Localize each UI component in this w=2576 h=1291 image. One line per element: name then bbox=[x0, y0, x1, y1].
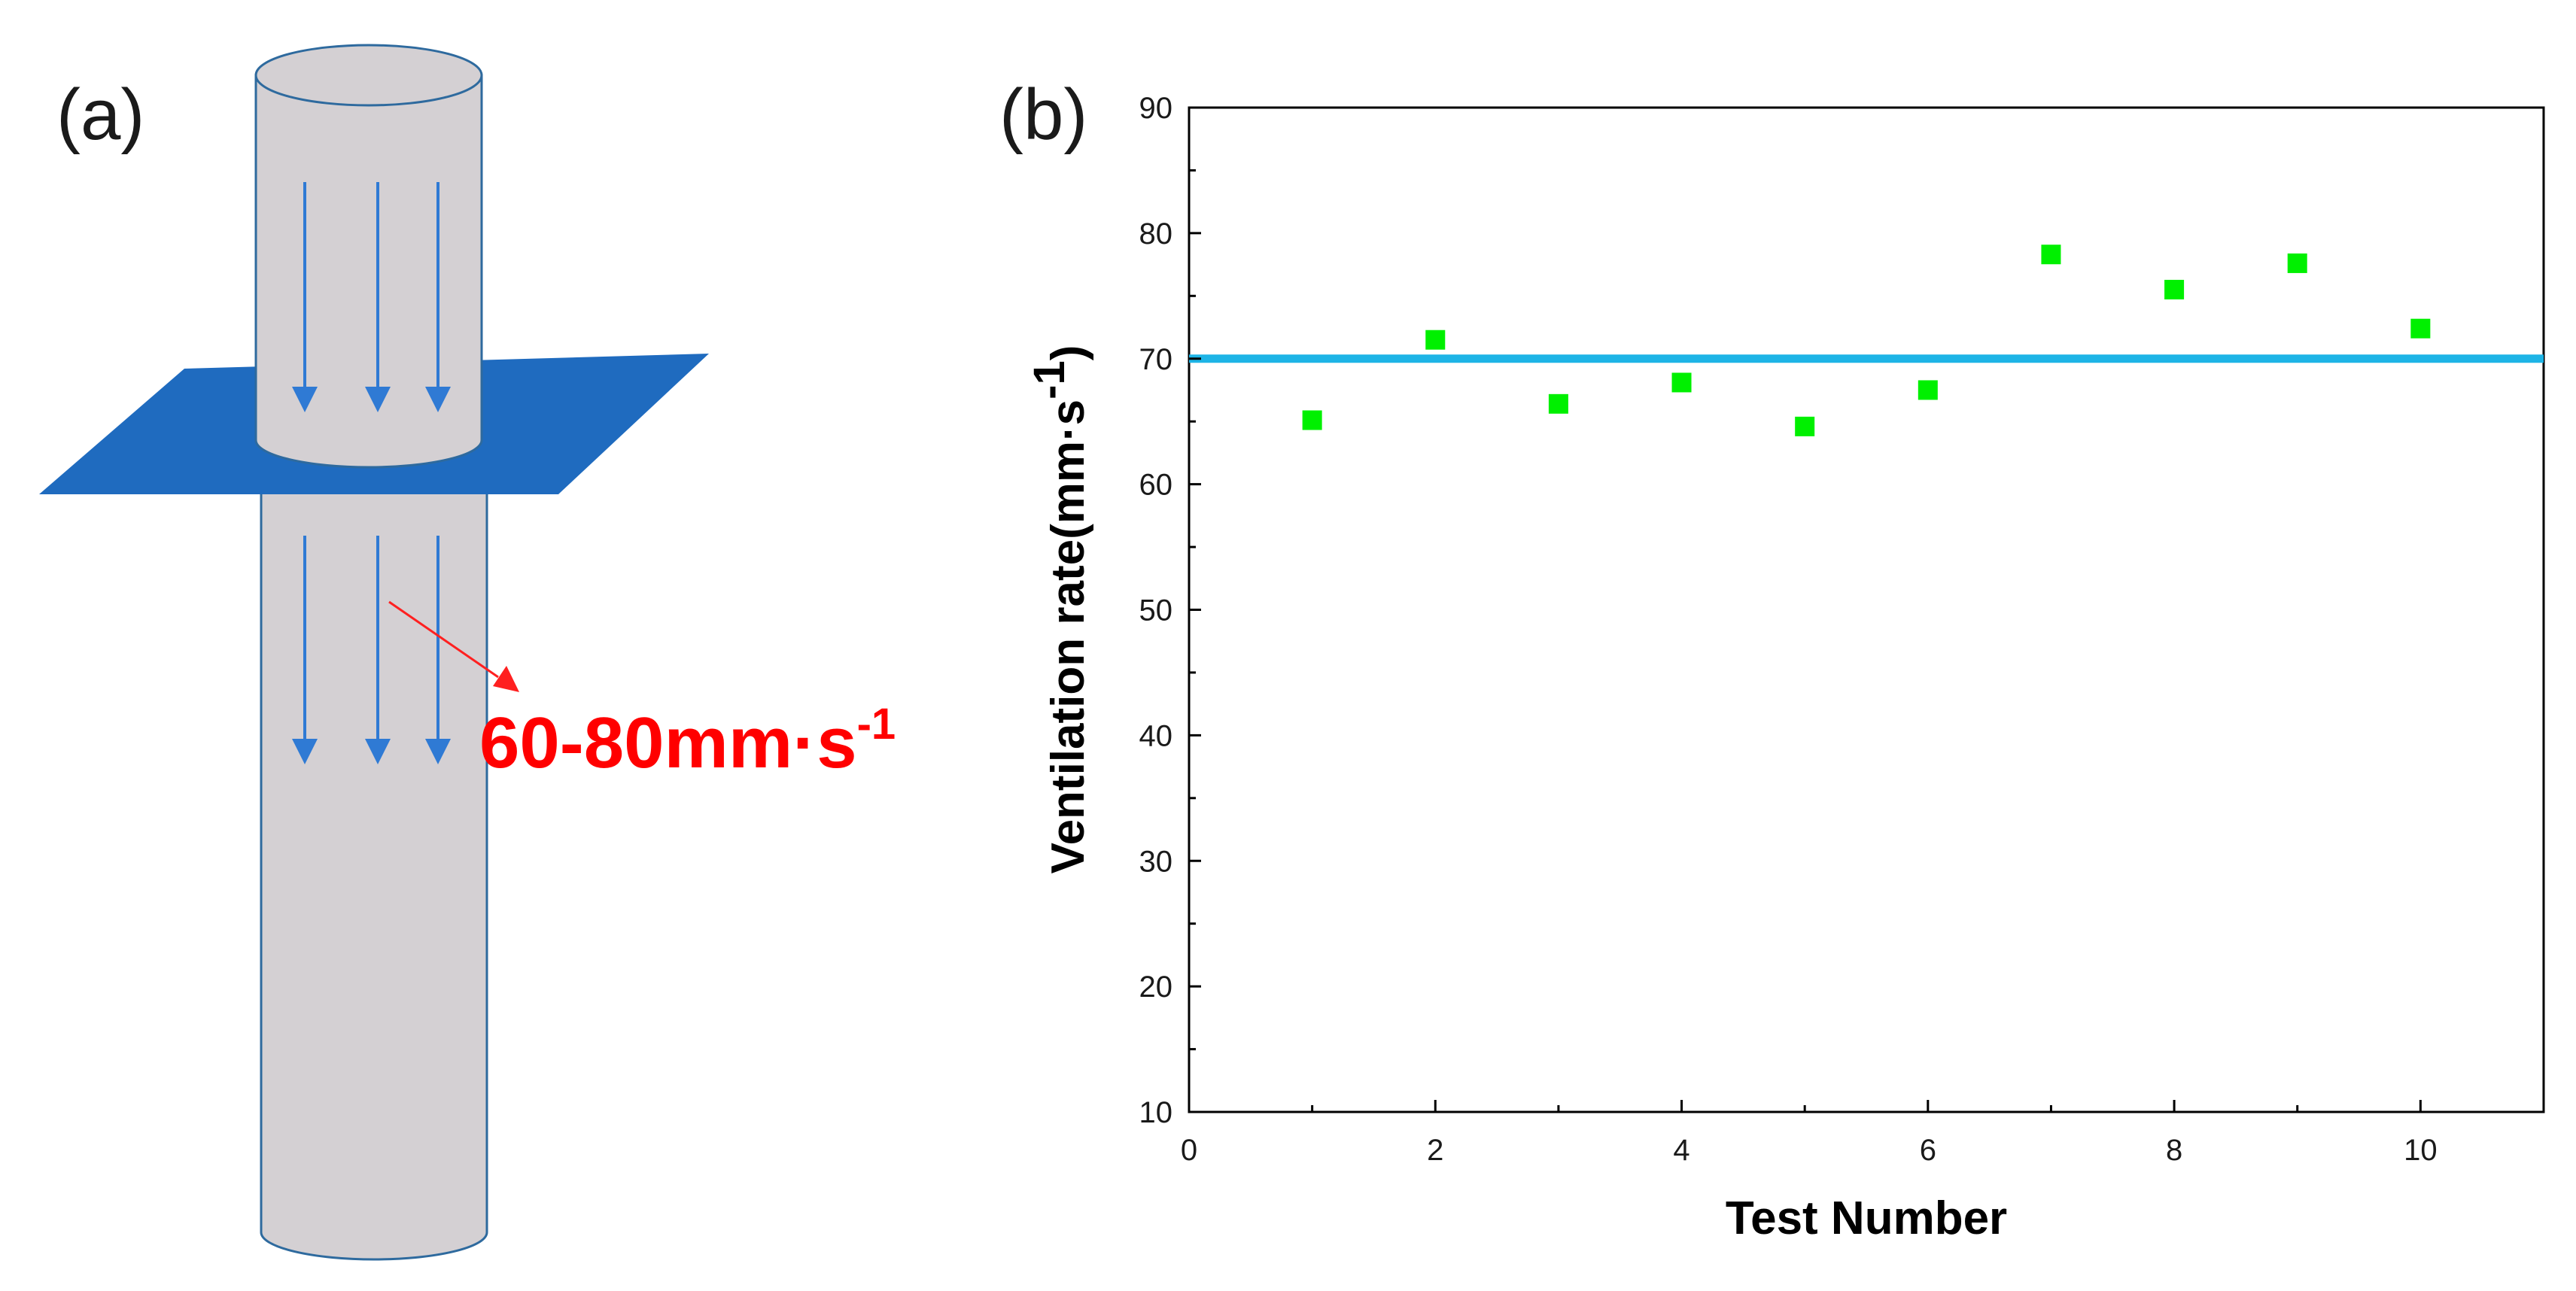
y-tick-label: 10 bbox=[1139, 1096, 1173, 1129]
data-point bbox=[1302, 410, 1322, 430]
x-axis-title: Test Number bbox=[1726, 1192, 2007, 1244]
y-tick-label: 80 bbox=[1139, 217, 1173, 251]
data-point bbox=[2410, 318, 2431, 339]
lower-cylinder-body bbox=[260, 488, 488, 1261]
data-points bbox=[1302, 245, 2431, 436]
y-tick-label: 40 bbox=[1139, 719, 1173, 752]
y-axis-title-exponent: -1 bbox=[1025, 360, 1074, 399]
y-axis-title: Ventilation rate(mm·s-1) bbox=[1025, 345, 1094, 874]
y-axis-title-close: ) bbox=[1042, 345, 1094, 361]
x-tick-label: 2 bbox=[1427, 1134, 1443, 1167]
flow-arrow-icon bbox=[292, 182, 318, 412]
data-point bbox=[1548, 393, 1568, 414]
callout-arrow-icon bbox=[388, 600, 519, 692]
y-tick-label: 60 bbox=[1139, 469, 1173, 502]
data-point bbox=[2164, 279, 2185, 299]
y-axis-title-main: Ventilation rate(mm·s bbox=[1042, 399, 1094, 873]
y-tick-label: 20 bbox=[1139, 971, 1173, 1004]
upper-cylinder bbox=[254, 44, 483, 469]
flow-arrow-icon bbox=[425, 182, 451, 412]
upper-cylinder-body bbox=[254, 74, 483, 469]
y-tick-label: 90 bbox=[1139, 92, 1173, 125]
x-tick-label: 6 bbox=[1920, 1134, 1936, 1167]
x-axis: 0 2 4 6 8 10 bbox=[1181, 1100, 2438, 1167]
x-tick-label: 0 bbox=[1181, 1134, 1197, 1167]
data-point bbox=[2041, 245, 2061, 265]
y-tick-label: 50 bbox=[1139, 594, 1173, 627]
panel-a: (a) bbox=[39, 44, 896, 1261]
y-tick-label: 30 bbox=[1139, 845, 1173, 878]
flow-rate-value: 60-80mm·s bbox=[479, 703, 857, 783]
panel-b: (b) 10 20 30 40 50 60 70 80 90 0 2 4 6 8 10 Test Numb… bbox=[999, 74, 2545, 1244]
data-point bbox=[1918, 380, 1938, 400]
flow-arrows-upper bbox=[292, 182, 451, 412]
lower-cylinder bbox=[260, 488, 488, 1261]
plot-frame bbox=[1188, 106, 2545, 1113]
y-tick-label: 70 bbox=[1139, 343, 1173, 376]
flow-rate-exponent: -1 bbox=[857, 700, 896, 749]
y-axis: 10 20 30 40 50 60 70 80 90 bbox=[1139, 92, 1201, 1129]
data-point bbox=[1795, 416, 1815, 436]
flow-rate-label: 60-80mm·s-1 bbox=[479, 700, 896, 783]
flow-arrows-lower bbox=[292, 536, 451, 764]
panel-b-label: (b) bbox=[999, 74, 1087, 155]
data-point bbox=[2287, 253, 2307, 273]
panel-a-label: (a) bbox=[56, 74, 144, 155]
ventilation-chart: 10 20 30 40 50 60 70 80 90 0 2 4 6 8 10 Test Number V… bbox=[1025, 92, 2545, 1244]
data-point bbox=[1425, 330, 1446, 350]
flow-arrow-icon bbox=[365, 536, 391, 764]
x-tick-label: 8 bbox=[2166, 1134, 2182, 1167]
flow-arrow-icon bbox=[425, 536, 451, 764]
flow-arrow-icon bbox=[292, 536, 318, 764]
data-point bbox=[1671, 372, 1692, 393]
x-tick-label: 4 bbox=[1673, 1134, 1689, 1167]
x-tick-label: 10 bbox=[2404, 1134, 2438, 1167]
upper-cylinder-top bbox=[254, 44, 483, 107]
flow-arrow-icon bbox=[365, 182, 391, 412]
